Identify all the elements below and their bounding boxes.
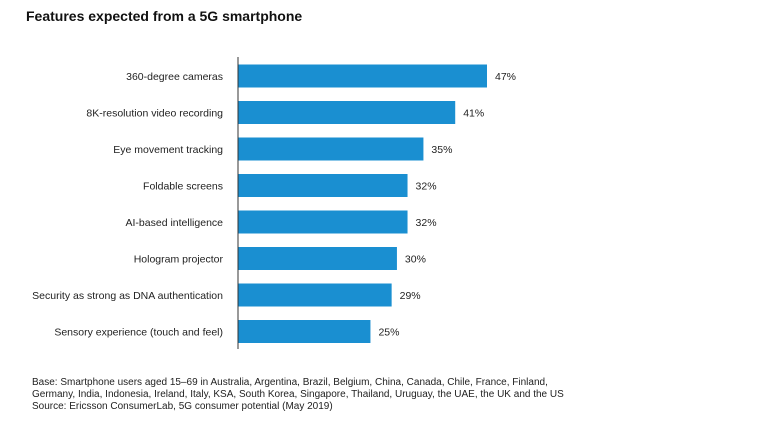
bar-6 xyxy=(238,247,397,270)
chart-title: Features expected from a 5G smartphone xyxy=(26,8,303,24)
category-label-6: Hologram projector xyxy=(134,254,224,266)
footnote: Base: Smartphone users aged 15–69 in Aus… xyxy=(32,377,564,413)
bar-2 xyxy=(238,101,456,124)
category-label-8: Sensory experience (touch and feel) xyxy=(54,327,223,339)
category-label-7: Security as strong as DNA authentication xyxy=(32,290,223,302)
bar-5 xyxy=(238,210,408,234)
category-label-4: Foldable screens xyxy=(143,181,223,193)
category-label-5: AI-based intelligence xyxy=(126,217,224,229)
category-label-2: 8K-resolution video recording xyxy=(86,108,223,120)
value-label-3: 35% xyxy=(431,144,452,156)
value-label-1: 47% xyxy=(495,71,516,83)
value-label-4: 32% xyxy=(416,181,437,193)
footnote-line-2: Germany, India, Indonesia, Ireland, Ital… xyxy=(32,389,564,400)
category-label-3: Eye movement tracking xyxy=(113,144,223,156)
value-label-6: 30% xyxy=(405,254,426,266)
bars-group: 360-degree cameras 47% 8K-resolution video… xyxy=(32,64,516,343)
bar-4 xyxy=(238,174,408,197)
footnote-line-3: Source: Ericsson ConsumerLab, 5G consume… xyxy=(32,401,333,412)
value-label-2: 41% xyxy=(463,108,484,120)
bar-chart: 360-degree cameras 47% 8K-resolution video… xyxy=(32,57,516,349)
footnote-line-1: Base: Smartphone users aged 15–69 in Aus… xyxy=(32,377,548,388)
bar-8 xyxy=(238,320,371,343)
value-label-8: 25% xyxy=(378,327,399,339)
bar-3 xyxy=(238,137,424,161)
value-label-7: 29% xyxy=(400,290,421,302)
bar-7 xyxy=(238,283,392,307)
category-label-1: 360-degree cameras xyxy=(126,71,223,83)
bar-1 xyxy=(238,64,487,88)
value-label-5: 32% xyxy=(416,217,437,229)
